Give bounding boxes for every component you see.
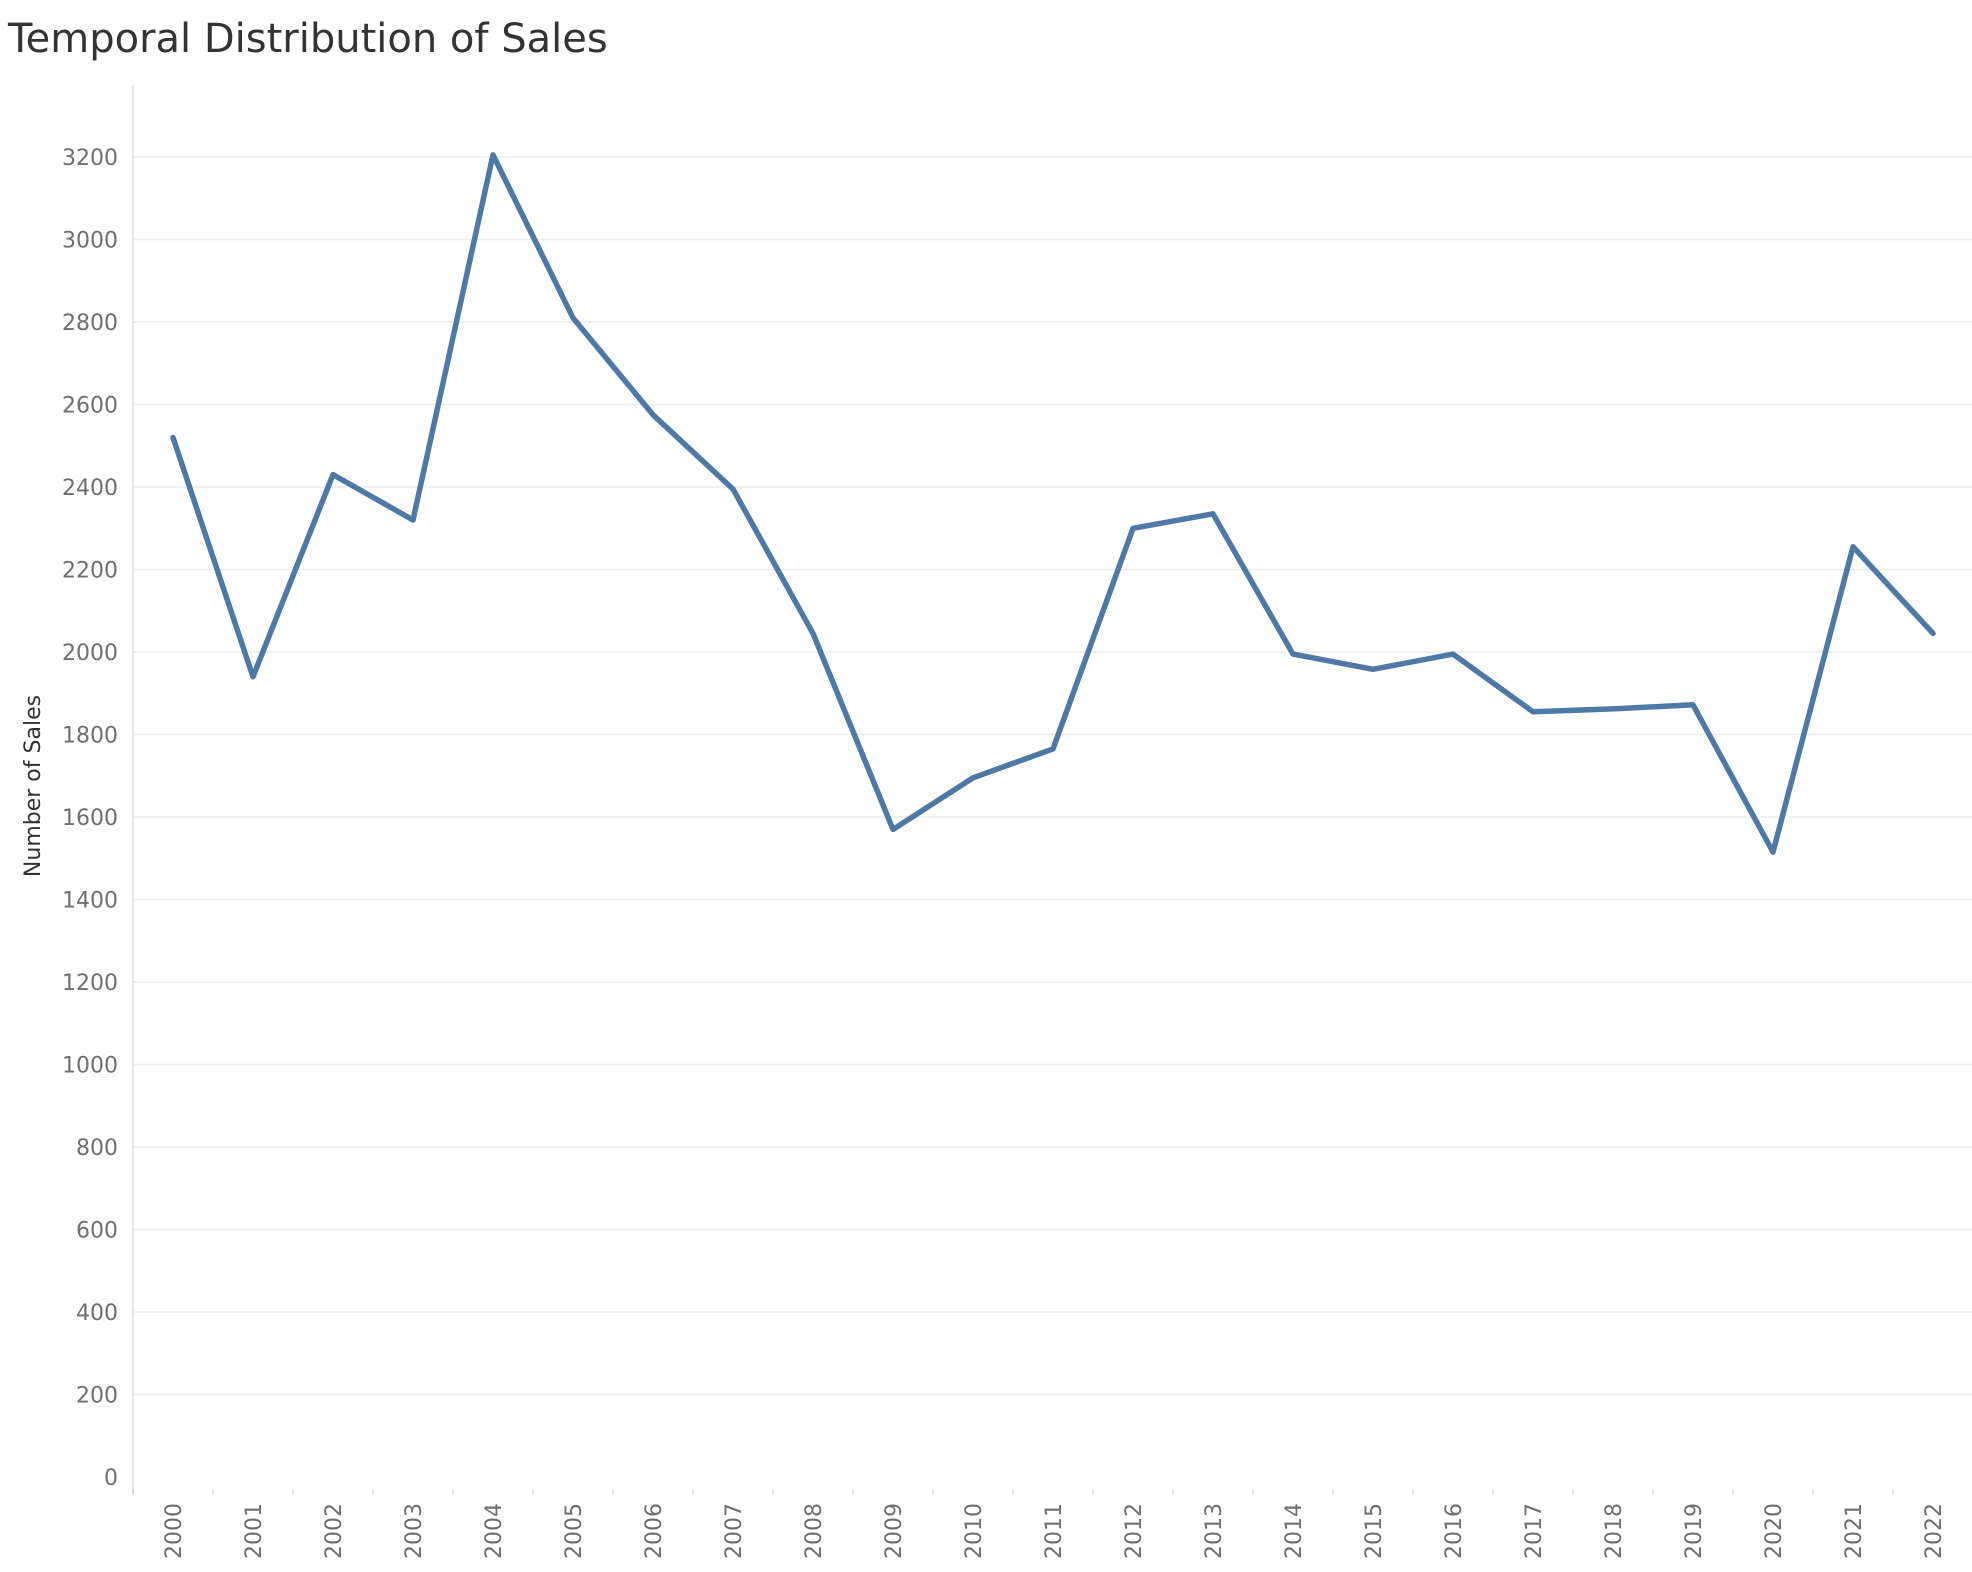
x-tick-label: 2009 [882, 1503, 907, 1559]
gridlines [133, 156, 1972, 1396]
x-tick-label: 2002 [322, 1503, 347, 1559]
x-tick-label: 2001 [242, 1503, 267, 1559]
y-tick-label: 2600 [62, 394, 118, 419]
x-tick-label: 2011 [1042, 1503, 1067, 1559]
data-point [170, 435, 176, 440]
data-point [1290, 651, 1296, 657]
data-point [1770, 849, 1776, 855]
y-tick-label: 1600 [62, 806, 118, 831]
y-tick-label: 3000 [62, 229, 118, 254]
x-tick-label: 2004 [482, 1503, 507, 1559]
data-point [1370, 666, 1376, 672]
data-point [490, 152, 496, 158]
y-tick-label: 600 [76, 1219, 118, 1244]
y-tick-label: 2000 [62, 641, 118, 666]
data-point [570, 315, 576, 321]
x-tick-label: 2022 [1922, 1503, 1947, 1559]
y-axis-label: Number of Sales [21, 695, 46, 877]
data-point [1530, 709, 1536, 715]
x-tick-label: 2000 [162, 1503, 187, 1559]
data-point [1050, 746, 1056, 752]
x-tick-label: 2006 [642, 1503, 667, 1559]
y-tick-label: 2200 [62, 559, 118, 584]
y-axis-ticks: 0 200 400 600 800 1000 1200 1400 1600 1800 2000 220… [62, 146, 118, 1491]
x-tick-label: 2020 [1762, 1503, 1787, 1559]
data-point [1450, 651, 1456, 657]
x-tick-label: 2019 [1682, 1503, 1707, 1559]
series-layer [170, 152, 1936, 855]
data-point [250, 674, 256, 680]
x-tick-label: 2008 [802, 1503, 827, 1559]
data-point [1850, 544, 1856, 550]
data-point [410, 517, 416, 523]
data-point [1210, 511, 1216, 517]
y-tick-label: 800 [76, 1136, 118, 1161]
y-tick-label: 200 [76, 1384, 118, 1409]
data-point [810, 630, 816, 636]
x-tick-label: 2021 [1842, 1503, 1867, 1559]
x-axis-ticks: 2000 2001 2002 2003 2004 2005 2006 2007 2008 2009… [132, 1489, 1947, 1559]
x-tick-label: 2005 [562, 1503, 587, 1559]
data-point [1610, 706, 1616, 712]
data-point [1930, 630, 1936, 636]
y-tick-label: 400 [76, 1301, 118, 1326]
data-point [1130, 525, 1136, 531]
data-point [730, 486, 736, 492]
x-tick-label: 2014 [1282, 1503, 1307, 1559]
y-tick-label: 3200 [62, 146, 118, 171]
y-tick-label: 2800 [62, 311, 118, 336]
y-tick-label: 1800 [62, 724, 118, 749]
y-tick-label: 0 [104, 1466, 118, 1491]
data-point [970, 775, 976, 781]
x-tick-label: 2010 [962, 1503, 987, 1559]
x-tick-label: 2015 [1362, 1503, 1387, 1559]
x-tick-label: 2003 [402, 1503, 427, 1559]
x-tick-label: 2018 [1602, 1503, 1627, 1559]
y-tick-label: 1400 [62, 889, 118, 914]
y-tick-label: 1000 [62, 1054, 118, 1079]
y-tick-label: 2400 [62, 476, 118, 501]
chart-title: Temporal Distribution of Sales [8, 16, 608, 62]
data-point [650, 412, 656, 418]
data-point [890, 826, 896, 832]
y-tick-label: 1200 [62, 971, 118, 996]
x-tick-label: 2012 [1122, 1503, 1147, 1559]
x-tick-label: 2013 [1202, 1503, 1227, 1559]
x-tick-label: 2017 [1522, 1503, 1547, 1559]
x-tick-label: 2007 [722, 1503, 747, 1559]
data-point [1690, 702, 1696, 708]
data-point [330, 472, 336, 478]
x-tick-label: 2016 [1442, 1503, 1467, 1559]
